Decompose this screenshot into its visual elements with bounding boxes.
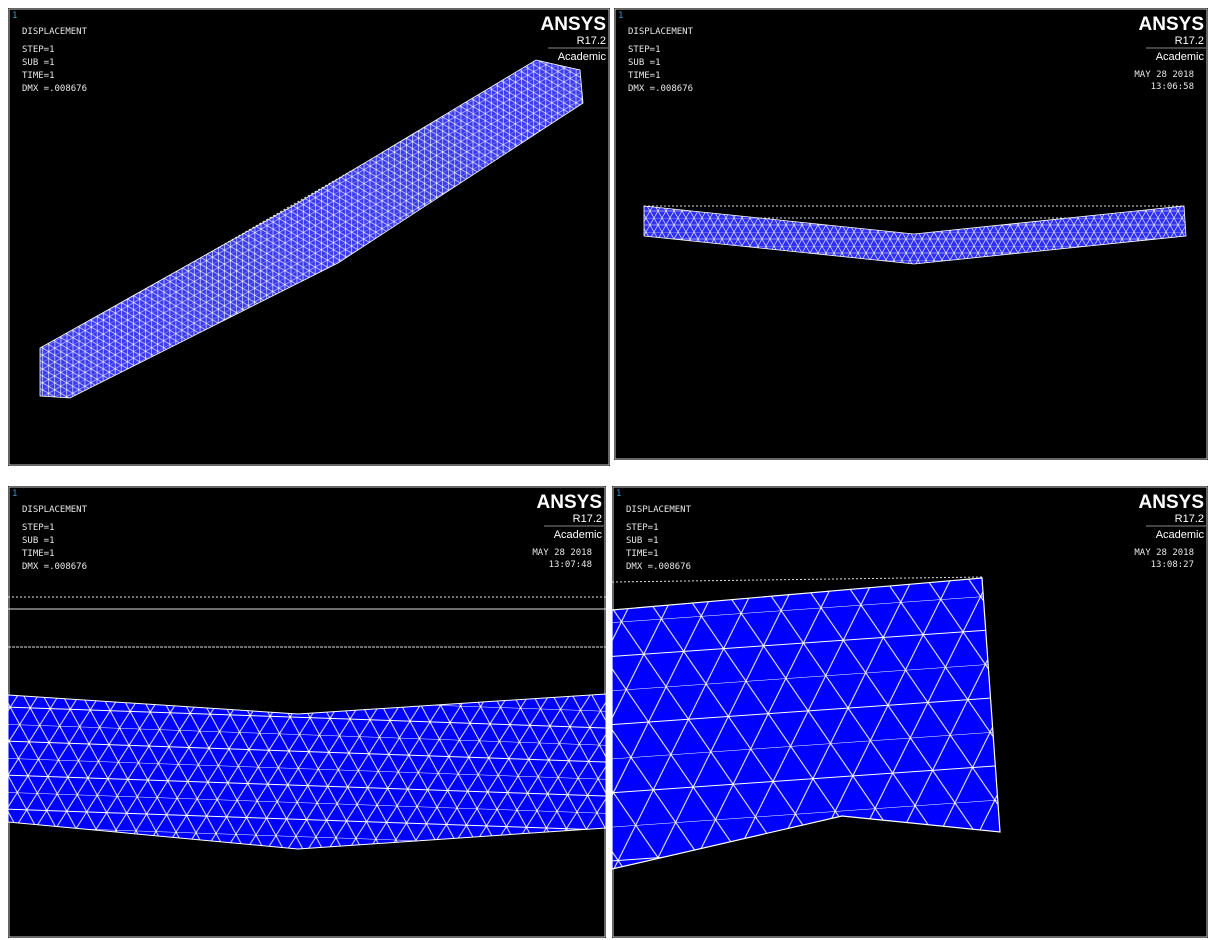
- plot-title: DISPLACEMENT: [628, 27, 694, 37]
- license: Academic: [558, 51, 607, 63]
- version: R17.2: [1175, 35, 1204, 47]
- license: Academic: [1156, 529, 1205, 541]
- info-line: DMX =.008676: [22, 84, 87, 94]
- mesh: [8, 694, 606, 849]
- panel: 1 DISPLACEMENT STEP=1 SUB =1 TIME=1 DMX =.008…: [612, 486, 1208, 938]
- version: R17.2: [577, 35, 606, 47]
- panel: 1 DISPLACEMENT STEP=1 SUB =1 TIME=1 DMX =.008…: [8, 8, 610, 466]
- plot-title: DISPLACEMENT: [22, 505, 88, 515]
- window-number: 1: [618, 11, 623, 21]
- info-line: TIME=1: [626, 549, 659, 559]
- time: 13:08:27: [1151, 560, 1194, 570]
- info-line: DMX =.008676: [626, 562, 691, 572]
- plot-title: DISPLACEMENT: [626, 505, 692, 515]
- info-line: TIME=1: [22, 71, 55, 81]
- window-number: 1: [616, 489, 621, 499]
- plot-title: DISPLACEMENT: [22, 27, 88, 37]
- time: 13:07:48: [549, 560, 592, 570]
- panel: 1 DISPLACEMENT STEP=1 SUB =1 TIME=1 DMX =.008…: [8, 486, 606, 938]
- info-line: STEP=1: [22, 523, 55, 533]
- time: 13:06:58: [1151, 82, 1194, 92]
- info-line: STEP=1: [626, 523, 659, 533]
- date: MAY 28 2018: [1134, 70, 1194, 80]
- version: R17.2: [573, 513, 602, 525]
- brand: ANSYS: [541, 14, 606, 35]
- brand: ANSYS: [1139, 492, 1204, 513]
- window-number: 1: [12, 11, 17, 21]
- license: Academic: [554, 529, 603, 541]
- info-line: SUB =1: [22, 536, 55, 546]
- mesh: [40, 60, 583, 398]
- brand: ANSYS: [1139, 14, 1204, 35]
- undeformed-edge: [612, 577, 984, 582]
- info-line: DMX =.008676: [22, 562, 87, 572]
- date: MAY 28 2018: [532, 548, 592, 558]
- info-line: TIME=1: [628, 71, 661, 81]
- mesh: [644, 206, 1186, 264]
- date: MAY 28 2018: [1134, 548, 1194, 558]
- brand: ANSYS: [537, 492, 602, 513]
- mesh: [612, 578, 1000, 869]
- license: Academic: [1156, 51, 1205, 63]
- info-line: STEP=1: [628, 45, 661, 55]
- info-line: SUB =1: [22, 58, 55, 68]
- panel: 1 DISPLACEMENT STEP=1 SUB =1 TIME=1 DMX =.008…: [614, 8, 1208, 460]
- info-line: SUB =1: [626, 536, 659, 546]
- info-line: SUB =1: [628, 58, 661, 68]
- info-line: TIME=1: [22, 549, 55, 559]
- window-number: 1: [12, 489, 17, 499]
- info-line: STEP=1: [22, 45, 55, 55]
- screenshot: 1 DISPLACEMENT STEP=1 SUB =1 TIME=1 DMX =.008…: [0, 0, 1213, 940]
- info-line: DMX =.008676: [628, 84, 693, 94]
- version: R17.2: [1175, 513, 1204, 525]
